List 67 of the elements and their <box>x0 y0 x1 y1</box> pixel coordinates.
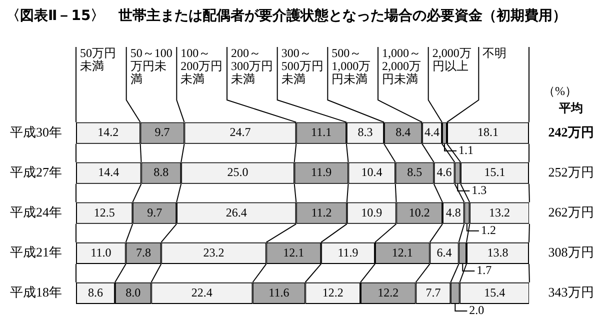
data-label: 12.1 <box>283 245 304 260</box>
data-label: 10.2 <box>408 205 430 220</box>
data-label: 10.4 <box>361 165 382 180</box>
text: 2,000万円以上 <box>432 46 472 73</box>
data-label: 12.5 <box>94 205 115 220</box>
text: 300～500万円未満 <box>281 46 324 86</box>
data-label: 9.7 <box>154 125 170 140</box>
data-label: 11.9 <box>311 165 332 180</box>
text: （%） <box>543 84 577 98</box>
data-label: 7.8 <box>136 245 151 260</box>
data-label: 15.4 <box>484 285 506 300</box>
data-label: 25.0 <box>227 165 248 180</box>
data-label: 1.1 <box>458 142 474 157</box>
data-label: 9.7 <box>147 205 162 220</box>
data-label: 11.6 <box>268 285 290 300</box>
data-label: 11.9 <box>338 245 358 260</box>
y-tick-label: 平成27年 <box>10 164 62 180</box>
data-label: 22.4 <box>191 285 212 300</box>
data-label: 8.0 <box>126 285 141 300</box>
data-label: 8.5 <box>407 165 422 180</box>
data-label: 11.0 <box>90 245 112 260</box>
data-label: 11.1 <box>311 125 332 140</box>
text: 平均 <box>558 101 583 116</box>
data-label: 8.6 <box>88 285 103 300</box>
data-label: 8.3 <box>358 125 373 140</box>
data-label: 18.1 <box>478 125 499 140</box>
data-label: 10.9 <box>361 205 382 220</box>
y-tick-label: 平成24年 <box>10 204 62 220</box>
text: 1,000～2,000万円未満 <box>382 46 422 86</box>
text: 308万円 <box>548 244 594 260</box>
data-label: 14.4 <box>98 165 120 180</box>
data-label: 14.2 <box>98 125 119 140</box>
y-tick-label: 平成30年 <box>10 124 62 140</box>
data-label: 4.4 <box>424 125 440 140</box>
text: 200～300万円未満 <box>231 46 274 86</box>
data-label: 8.4 <box>396 125 411 140</box>
text: 262万円 <box>548 204 594 220</box>
data-label: 12.2 <box>322 285 344 300</box>
data-label: 1.2 <box>480 223 496 238</box>
data-label: 13.8 <box>487 245 508 260</box>
data-label: 6.4 <box>436 245 452 260</box>
data-label: 1.3 <box>472 183 487 198</box>
data-label: 11.2 <box>311 205 332 220</box>
data-label: 1.7 <box>476 263 492 278</box>
text: 50万円未満 <box>80 46 117 73</box>
chart-title: 〈図表Ⅱ－15〉 世帯主または配偶者が要介護状態となった場合の必要資金（初期費用） <box>6 7 567 25</box>
data-label: 26.4 <box>226 205 247 220</box>
data-label: 4.6 <box>436 165 452 180</box>
text: 不明 <box>482 46 508 60</box>
data-label: 13.2 <box>489 205 510 220</box>
y-tick-label: 平成18年 <box>10 284 62 300</box>
data-label: 7.7 <box>426 285 441 300</box>
text: 242万円 <box>548 124 594 140</box>
text: 100～200万円未満 <box>180 46 223 86</box>
y-tick-label: 平成21年 <box>10 244 62 260</box>
data-label: 15.1 <box>484 165 506 180</box>
data-label: 12.1 <box>392 245 413 260</box>
data-label: 23.2 <box>203 245 224 260</box>
text: 343万円 <box>548 284 594 300</box>
data-label: 8.8 <box>154 165 169 180</box>
text: 50～100万円未満 <box>130 46 173 86</box>
text: 500～1,000万円未満 <box>332 46 372 86</box>
text: 252万円 <box>548 164 594 180</box>
data-label: 12.2 <box>378 285 399 300</box>
data-label: 24.7 <box>230 125 251 140</box>
data-label: 4.8 <box>446 205 461 220</box>
data-label: 2.0 <box>469 303 484 318</box>
